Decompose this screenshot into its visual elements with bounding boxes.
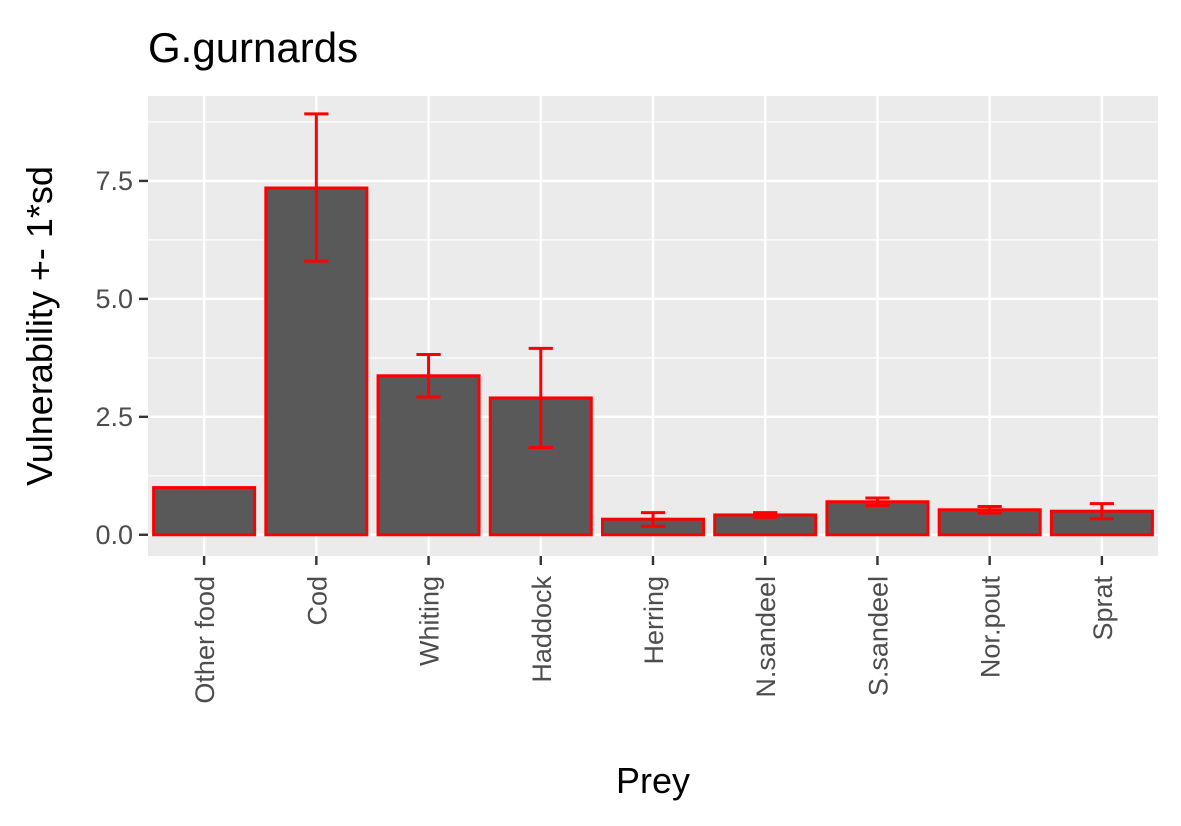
x-tick-label: Cod [302,576,332,626]
error-bars [304,112,1115,528]
x-tick-label: Haddock [527,576,557,683]
y-tick-label: 7.5 [95,166,133,196]
bar-other-food [152,486,257,537]
bar-s-sandeel [825,500,930,537]
error-bar-haddock [528,346,553,449]
y-tick-label: 2.5 [95,402,133,432]
y-axis: 0.0 2.5 5.0 7.5 [95,166,148,550]
bar-whiting [376,374,481,537]
x-tick-label: S.sandeel [863,576,893,696]
x-tick-label: Sprat [1088,576,1118,641]
error-bar-s-sandeel [865,496,890,508]
y-tick-label: 0.0 [95,520,133,550]
x-tick-label: Herring [639,576,669,665]
x-tick-label: Whiting [415,576,445,666]
x-tick-label: Other food [190,576,220,704]
chart-title: G.gurnards [148,24,358,71]
x-tick-label: Nor.pout [976,576,1006,679]
x-axis: Other food Cod Whiting Haddock Herring N.sand… [190,556,1118,704]
error-bar-cod [304,112,329,263]
bars [152,186,1154,537]
error-bar-n-sandeel [753,511,778,519]
x-axis-title: Prey [616,760,690,801]
y-tick-label: 5.0 [95,284,133,314]
bar-nor-pout [937,508,1042,537]
error-bar-whiting [416,353,441,399]
x-tick-label: N.sandeel [751,576,781,698]
bar-haddock [488,396,593,537]
error-bar-herring [640,511,666,528]
error-bar-sprat [1089,502,1115,521]
y-axis-title: Vulnerability +- 1*sd [19,166,60,486]
error-bar-nor-pout [977,504,1002,515]
